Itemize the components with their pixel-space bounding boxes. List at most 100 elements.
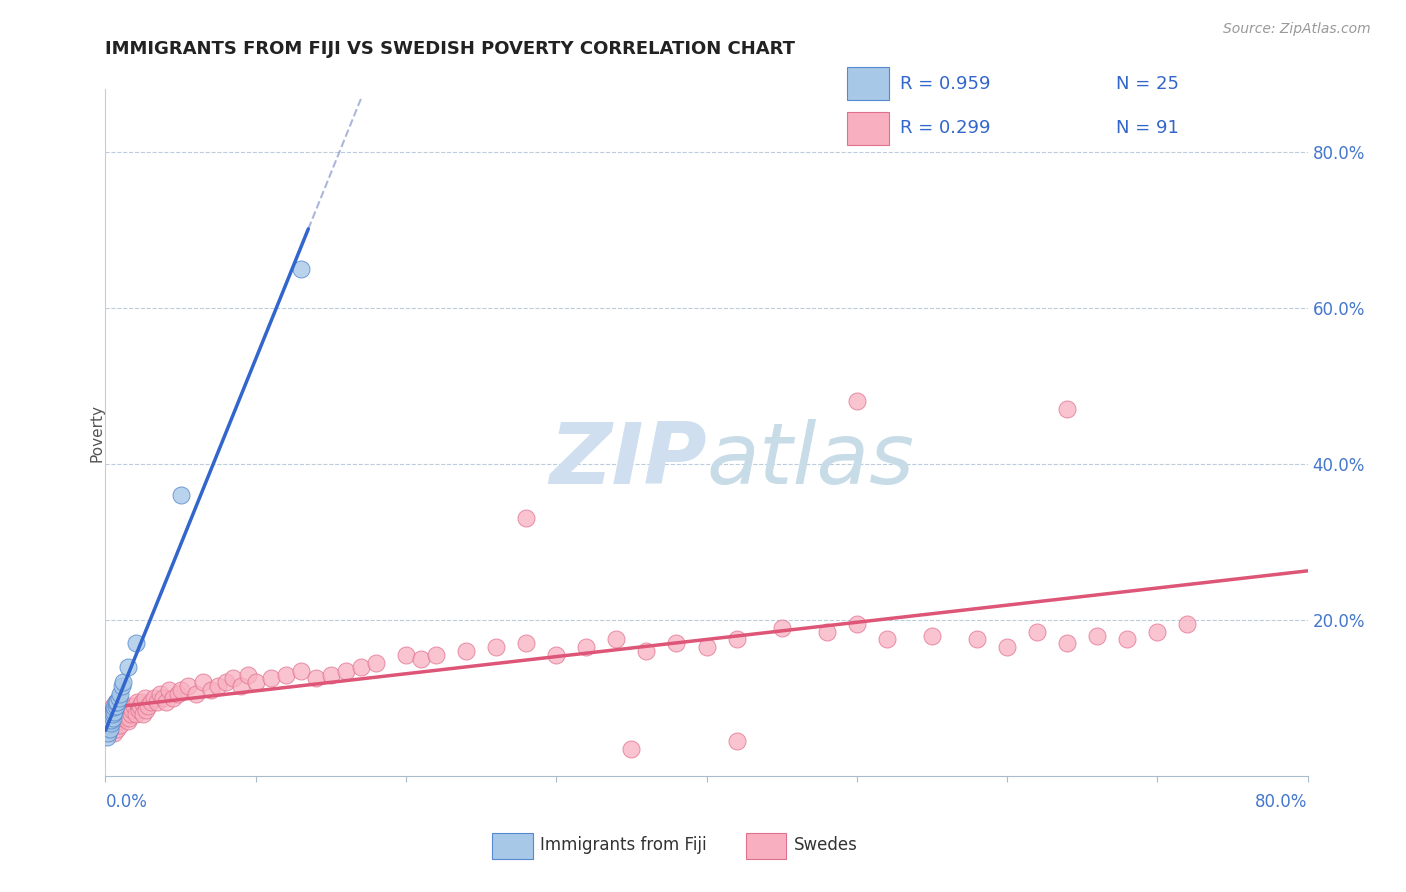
Point: [112, 675, 135, 690]
Point: [111, 679, 134, 693]
Point: [148, 687, 170, 701]
Point: [515, 636, 537, 650]
Point: [605, 632, 627, 647]
Point: [112, 710, 135, 724]
Point: [131, 695, 153, 709]
Point: [96, 723, 118, 737]
Point: [125, 695, 148, 709]
Point: [117, 714, 139, 729]
Point: [103, 703, 125, 717]
Point: [815, 624, 838, 639]
Point: [108, 714, 131, 729]
Text: IMMIGRANTS FROM FIJI VS SWEDISH POVERTY CORRELATION CHART: IMMIGRANTS FROM FIJI VS SWEDISH POVERTY …: [105, 40, 796, 58]
Point: [152, 690, 174, 705]
Point: [104, 698, 127, 713]
Point: [515, 511, 537, 525]
Point: [636, 644, 658, 658]
Point: [546, 648, 568, 662]
Point: [966, 632, 988, 647]
Point: [1085, 628, 1108, 642]
Point: [110, 687, 132, 701]
Point: [129, 698, 152, 713]
Point: [319, 667, 342, 681]
Point: [207, 679, 229, 693]
Point: [200, 683, 222, 698]
Point: [157, 683, 180, 698]
Text: Swedes: Swedes: [793, 836, 858, 855]
Point: [1146, 624, 1168, 639]
Point: [166, 687, 188, 701]
Point: [98, 710, 121, 724]
Point: [1056, 402, 1078, 417]
Point: [135, 703, 157, 717]
Point: [98, 718, 121, 732]
Point: [114, 706, 136, 721]
Point: [122, 698, 145, 713]
Point: [222, 672, 245, 686]
Text: atlas: atlas: [707, 418, 914, 501]
Point: [115, 703, 138, 717]
Point: [620, 741, 643, 756]
Point: [142, 690, 165, 705]
Point: [108, 690, 131, 705]
Y-axis label: Poverty: Poverty: [90, 403, 104, 462]
Point: [101, 698, 124, 713]
FancyBboxPatch shape: [848, 112, 889, 145]
Point: [876, 632, 898, 647]
Point: [238, 667, 260, 681]
Point: [100, 706, 122, 721]
Point: [995, 640, 1018, 655]
Point: [290, 664, 312, 678]
Text: Immigrants from Fiji: Immigrants from Fiji: [540, 836, 707, 855]
Point: [155, 695, 177, 709]
Point: [104, 714, 127, 729]
Point: [117, 698, 139, 713]
Point: [132, 706, 155, 721]
Point: [100, 713, 122, 727]
Point: [103, 705, 125, 719]
Point: [485, 640, 508, 655]
Point: [425, 648, 447, 662]
Point: [103, 726, 125, 740]
Point: [97, 714, 120, 729]
Point: [1116, 632, 1139, 647]
Point: [214, 675, 236, 690]
Point: [665, 636, 688, 650]
Point: [245, 675, 267, 690]
Point: [725, 734, 748, 748]
Point: [97, 723, 120, 737]
Point: [845, 394, 868, 409]
Text: Source: ZipAtlas.com: Source: ZipAtlas.com: [1223, 22, 1371, 37]
Point: [229, 679, 252, 693]
Point: [117, 660, 139, 674]
Point: [169, 683, 191, 698]
Point: [409, 652, 432, 666]
Point: [274, 667, 297, 681]
Point: [97, 726, 120, 740]
Text: N = 91: N = 91: [1115, 120, 1178, 137]
Point: [101, 706, 124, 721]
Point: [169, 488, 191, 502]
Point: [350, 660, 373, 674]
Point: [124, 706, 146, 721]
Point: [110, 718, 132, 732]
Point: [101, 718, 124, 732]
Point: [139, 695, 162, 709]
Point: [184, 687, 207, 701]
Point: [260, 672, 283, 686]
Point: [108, 710, 131, 724]
Point: [96, 730, 118, 744]
Point: [124, 636, 146, 650]
Point: [104, 695, 127, 709]
Point: [98, 723, 121, 737]
Point: [921, 628, 943, 642]
Text: 0.0%: 0.0%: [105, 793, 148, 811]
Point: [100, 715, 122, 730]
Point: [111, 706, 134, 721]
Point: [103, 700, 125, 714]
Point: [454, 644, 477, 658]
Text: R = 0.959: R = 0.959: [900, 75, 990, 93]
Text: ZIP: ZIP: [548, 418, 707, 501]
Text: 80.0%: 80.0%: [1256, 793, 1308, 811]
Point: [136, 698, 159, 713]
